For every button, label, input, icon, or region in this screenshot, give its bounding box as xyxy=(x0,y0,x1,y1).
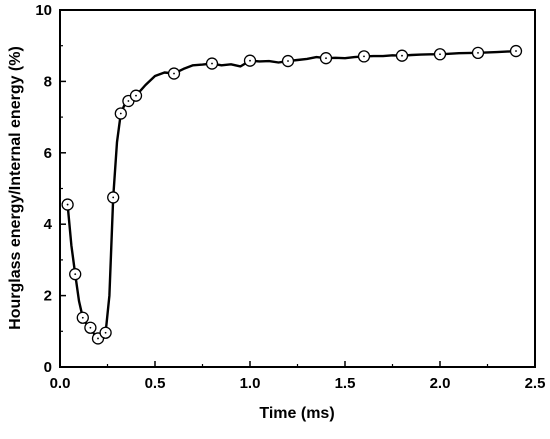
data-point-center-dot xyxy=(211,62,213,65)
y-tick-label: 6 xyxy=(44,145,52,162)
x-axis-title: Time (ms) xyxy=(259,405,334,422)
series-layer xyxy=(61,44,523,345)
y-tick-label: 0 xyxy=(44,359,52,376)
data-point-center-dot xyxy=(515,50,517,52)
x-tick-label: 1.5 xyxy=(335,375,356,392)
data-point-center-dot xyxy=(135,94,137,97)
data-point-center-dot xyxy=(363,55,365,58)
x-axis-ticks: 0.0 0.5 1.0 1.5 2.0 2.5 xyxy=(50,361,546,392)
data-point-center-dot xyxy=(97,337,99,340)
y-axis-ticks: 0 2 4 6 8 10 xyxy=(35,2,66,376)
y-tick-label: 4 xyxy=(44,216,53,233)
x-tick-label: 0.0 xyxy=(50,375,71,392)
data-point-center-dot xyxy=(89,326,92,329)
data-point-center-dot xyxy=(119,112,122,115)
data-point-center-dot xyxy=(81,316,84,319)
data-point-center-dot xyxy=(401,54,403,57)
data-point-center-dot xyxy=(477,51,479,54)
data-point-center-dot xyxy=(173,72,175,75)
data-point-center-dot xyxy=(112,196,115,199)
data-point-center-dot xyxy=(439,53,441,56)
data-point-center-dot xyxy=(249,59,251,62)
data-point-center-dot xyxy=(66,203,69,206)
y-axis-title: Hourglass energy/Internal energy (%) xyxy=(7,46,24,330)
y-tick-label: 10 xyxy=(35,2,52,19)
data-point-center-dot xyxy=(325,57,327,60)
x-tick-label: 1.0 xyxy=(240,375,261,392)
x-tick-label: 0.5 xyxy=(145,375,166,392)
x-tick-label: 2.0 xyxy=(430,375,451,392)
data-point-center-dot xyxy=(287,60,289,62)
data-point-center-dot xyxy=(74,273,77,276)
data-point-center-dot xyxy=(127,100,130,102)
y-tick-label: 2 xyxy=(44,288,52,305)
x-tick-label: 2.5 xyxy=(525,375,546,392)
y-tick-label: 8 xyxy=(44,73,52,90)
plot-frame xyxy=(59,9,536,368)
data-point-center-dot xyxy=(104,331,107,334)
